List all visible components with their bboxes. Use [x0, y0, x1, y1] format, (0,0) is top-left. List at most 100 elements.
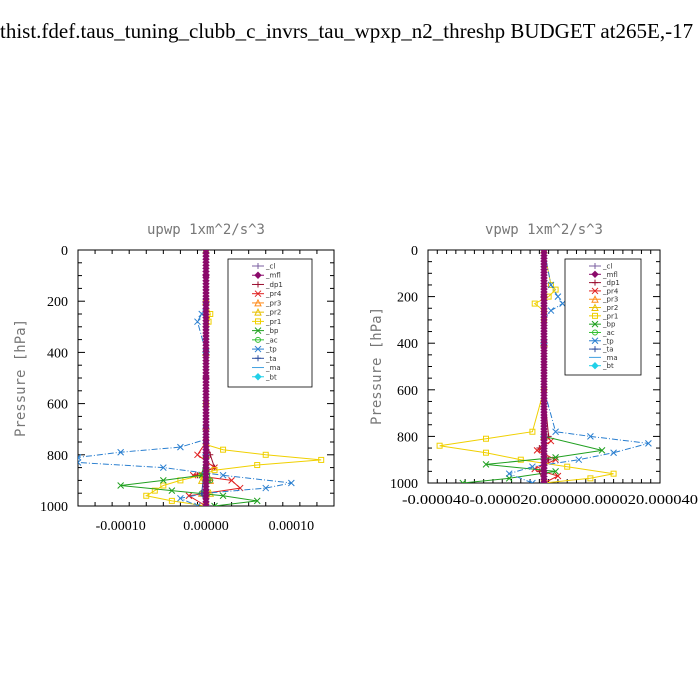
upwp-series-tp-point: [78, 454, 82, 461]
upwp-series-pr1-point: [151, 487, 158, 494]
upwp-series-pr1-point: [211, 467, 218, 474]
upwp-legend-label: _ac: [265, 336, 278, 344]
vpwp-legend-label: _bt: [602, 362, 614, 370]
upwp-series-bp-point: [211, 502, 218, 506]
vpwp-series-pr1-point: [564, 463, 571, 470]
upwp-xtick-label: 0.00000: [183, 519, 229, 534]
upwp-series-bp-point: [159, 477, 167, 484]
upwp-xtick-label: -0.00010: [96, 519, 146, 534]
upwp-legend-label: _ta: [265, 355, 277, 363]
upwp-legend-marker: [255, 318, 261, 325]
upwp-series-pr1-point: [254, 462, 261, 469]
vpwp-xtick-labels: -0.000040-0.000020.000000.000020.000040: [402, 493, 698, 508]
upwp-ytick-label: 1000: [40, 500, 68, 515]
vpwp-series-tp-point: [529, 479, 536, 483]
upwp-legend-label: _pr3: [265, 299, 281, 307]
vpwp-series-bp-point: [598, 447, 606, 454]
upwp-legend-marker: [254, 345, 262, 353]
vpwp-series-tp-point: [645, 440, 652, 447]
vpwp-legend-label: _ta: [602, 346, 614, 354]
vpwp-ytick-label: 600: [397, 384, 418, 399]
upwp-legend-label: _bt: [265, 373, 277, 381]
upwp-series-tp-point: [177, 443, 184, 451]
vpwp-series-tp-point: [552, 428, 559, 436]
vpwp-legend-marker: [591, 320, 599, 328]
chart-vpwp-title: vpwp 1xm^2/s^3: [485, 222, 603, 238]
vpwp-series-tp-point: [587, 433, 594, 440]
upwp-ytick-label: 400: [47, 346, 68, 361]
upwp-series-tp-point: [177, 494, 184, 502]
upwp-legend-marker: [255, 281, 261, 288]
upwp-series-bp-point: [168, 487, 176, 494]
vpwp-legend-marker: [591, 270, 599, 279]
upwp-legend-marker: [254, 327, 262, 334]
upwp-ytick-label: 200: [47, 295, 68, 310]
vpwp-series-pr1-point: [531, 300, 538, 307]
upwp-series-bp-point: [219, 492, 227, 500]
upwp-legend-label: _ma: [265, 364, 281, 372]
vpwp-legend-label: _pr4: [602, 287, 619, 295]
vpwp-legend-marker: [592, 279, 598, 286]
vpwp-series-tp-point: [554, 293, 562, 300]
vpwp-series-bp-point: [482, 461, 490, 468]
vpwp-legend-marker: [591, 295, 599, 303]
vpwp-series-pr1-point: [436, 442, 443, 449]
vpwp-series-pr1-point: [483, 449, 489, 456]
upwp-legend-marker: [254, 271, 262, 279]
vpwp-series-pr1-point: [529, 428, 536, 435]
upwp-legend-marker: [255, 263, 261, 269]
upwp-series-tp-point: [287, 479, 295, 487]
vpwp-legend-marker: [591, 287, 599, 295]
upwp-series-tp-point: [194, 502, 201, 506]
vpwp-legend-marker: [591, 337, 599, 345]
chart-upwp-title: upwp 1xm^2/s^3: [147, 222, 265, 238]
vpwp-legend-label: _dp1: [602, 279, 620, 287]
vpwp-legend-marker: [591, 361, 599, 370]
vpwp-series-mfl-point: [540, 478, 548, 483]
vpwp-legend-label: _mfl: [602, 271, 618, 279]
upwp-legend-label: _cl: [265, 263, 275, 271]
upwp-series-group: [78, 250, 325, 506]
vpwp-ytick-label: 200: [397, 291, 418, 306]
upwp-series-bp-point: [117, 482, 125, 489]
vpwp-ytick-label: 1000: [390, 477, 418, 492]
vpwp-legend-label: _pr3: [602, 296, 618, 304]
vpwp-series-pr1-point: [610, 470, 617, 477]
vpwp-series-pr1-line: [439, 250, 614, 483]
upwp-series-pr1-point: [220, 446, 227, 453]
vpwp-legend-label: _ma: [602, 354, 618, 362]
upwp-legend-label: _bp: [265, 327, 279, 335]
upwp-series-pr4-point: [194, 451, 201, 459]
upwp-ytick-label: 0: [61, 244, 68, 259]
upwp-series-tp-point: [262, 484, 270, 492]
vpwp-legend-label: _cl: [602, 263, 612, 271]
upwp-legend-label: _pr2: [265, 309, 281, 317]
vpwp-ytick-label: 400: [397, 337, 418, 352]
vpwp-series-pr4-point: [554, 472, 562, 480]
vpwp-legend-marker: [592, 263, 598, 269]
upwp-legend-label: _mfl: [265, 272, 281, 280]
vpwp-legend-label: _tp: [602, 337, 614, 345]
upwp-ytick-label: 800: [47, 449, 68, 464]
vpwp-series-tp-point: [559, 300, 566, 307]
vpwp-series-tp-point: [575, 456, 583, 464]
vpwp-legend-marker: [592, 312, 598, 319]
upwp-series-mfl-point: [202, 501, 210, 506]
vpwp-series-pr1-point: [587, 475, 594, 482]
vpwp-series-group: [436, 250, 652, 483]
vpwp-legend-marker: [592, 329, 598, 336]
figure-title: thist.fdef.taus_tuning_clubb_c_invrs_tau…: [0, 19, 694, 43]
vpwp-legend-box: [564, 258, 642, 376]
upwp-legend-marker: [254, 290, 262, 298]
vpwp-series-bp-point: [552, 467, 559, 475]
vpwp-series-tp-point: [547, 281, 555, 289]
upwp-legend-marker: [255, 355, 261, 362]
vpwp-series-tp-point: [505, 470, 513, 478]
upwp-series-pr1-point: [160, 482, 167, 489]
upwp-series-pr1-point: [168, 497, 175, 504]
upwp-series-pr1-point: [143, 492, 150, 499]
upwp-series-pr4-point: [228, 477, 235, 484]
vpwp-series-tp-point: [547, 307, 555, 314]
